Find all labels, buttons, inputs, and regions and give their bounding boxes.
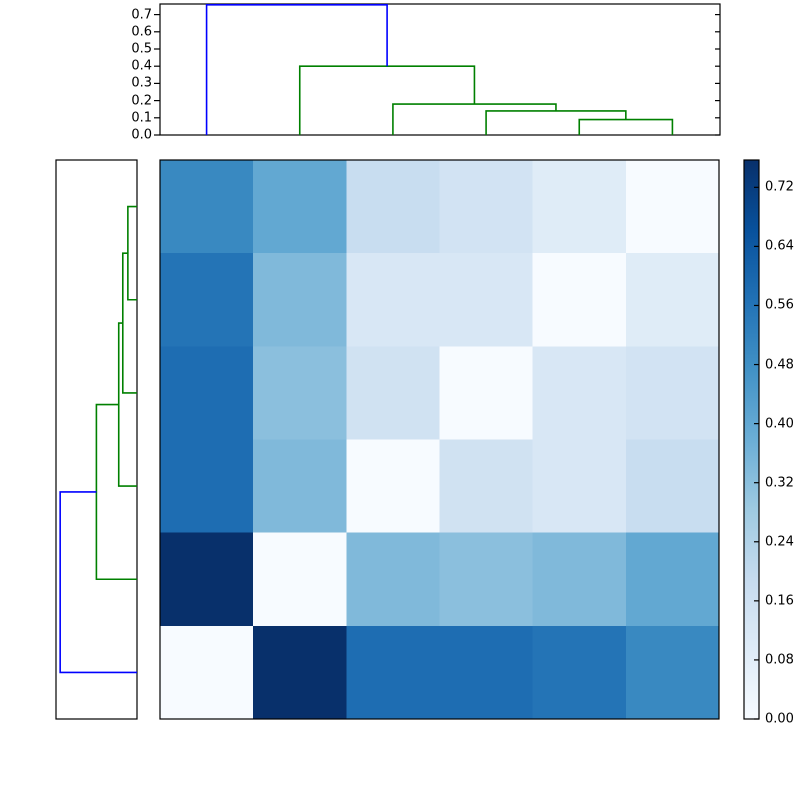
- dendrogram-link: [298, 65, 476, 135]
- dendrogram-link: [578, 118, 674, 135]
- dendrogram-link: [205, 3, 388, 135]
- heatmap-cell: [532, 253, 627, 348]
- heatmap-cell: [439, 160, 534, 254]
- heatmap-cell: [346, 439, 441, 534]
- column-dendrogram: [154, 3, 721, 136]
- heatmap-cell: [625, 625, 719, 719]
- colorbar: [743, 159, 760, 720]
- heatmap-cell: [439, 253, 534, 348]
- heatmap-cell: [625, 439, 719, 534]
- top-dendrogram-axis-tick-label: 0.5: [131, 41, 152, 57]
- colorbar-gradient: [744, 160, 759, 719]
- heatmap-frame: [159, 159, 720, 720]
- colorbar-tick-label: 0.16: [765, 593, 794, 609]
- dendrogram-link: [127, 205, 137, 301]
- heatmap-cell: [346, 625, 441, 719]
- row-dendrogram-frame: [55, 159, 138, 720]
- colorbar-tick-label: 0.72: [765, 179, 794, 195]
- top-dendrogram-axis-tick-label: 0.0: [131, 127, 152, 143]
- colorbar-tick-label: 0.64: [765, 238, 794, 254]
- heatmap-cell: [346, 253, 441, 348]
- heatmap-cell: [346, 160, 441, 254]
- heatmap-cell: [625, 160, 719, 254]
- heatmap-cell: [532, 160, 627, 254]
- heatmap-cell: [439, 346, 534, 441]
- dendrogram-link: [95, 403, 137, 581]
- heatmap-cell: [439, 532, 534, 627]
- dendrogram-link: [392, 103, 557, 135]
- heatmap: [160, 160, 719, 719]
- heatmap-cell: [253, 439, 348, 534]
- heatmap-cell: [160, 160, 254, 254]
- heatmap-cell: [253, 532, 348, 627]
- colorbar-tick-label: 0.32: [765, 475, 794, 491]
- top-dendrogram-axis-tick-label: 0.4: [131, 58, 152, 74]
- top-dendrogram-axis-tick-label: 0.1: [131, 110, 152, 126]
- heatmap-cell: [439, 625, 534, 719]
- heatmap-cell: [532, 439, 627, 534]
- colorbar-tick-label: 0.56: [765, 297, 794, 313]
- heatmap-cell: [532, 625, 627, 719]
- heatmap-cell: [625, 532, 719, 627]
- heatmap-cell: [160, 625, 254, 719]
- column-dendrogram-frame: [159, 3, 721, 136]
- heatmap-cell: [532, 346, 627, 441]
- heatmap-cell: [253, 253, 348, 348]
- row-dendrogram: [55, 159, 138, 720]
- colorbar-tick-label: 0.40: [765, 416, 794, 432]
- heatmap-cell: [625, 346, 719, 441]
- heatmap-cell: [439, 439, 534, 534]
- top-dendrogram-axis-tick-label: 0.6: [131, 24, 152, 40]
- heatmap-cell: [160, 439, 254, 534]
- dendrogram-link: [117, 322, 137, 487]
- dendrogram-link: [59, 491, 137, 674]
- colorbar-frame: [743, 159, 760, 720]
- dendrogram-link: [485, 110, 627, 135]
- colorbar-tick-label: 0.48: [765, 357, 794, 373]
- colorbar-tick-label: 0.24: [765, 534, 794, 550]
- top-dendrogram-axis-tick-label: 0.3: [131, 75, 152, 91]
- colorbar-tick-label: 0.00: [765, 711, 794, 727]
- heatmap-cell: [253, 346, 348, 441]
- heatmap-cell: [253, 160, 348, 254]
- heatmap-cell: [160, 532, 254, 627]
- heatmap-cell: [160, 253, 254, 348]
- heatmap-cell: [346, 532, 441, 627]
- top-dendrogram-axis-tick-label: 0.2: [131, 93, 152, 109]
- heatmap-cell: [346, 346, 441, 441]
- heatmap-cell: [160, 346, 254, 441]
- colorbar-tick-label: 0.08: [765, 652, 794, 668]
- top-dendrogram-axis-tick-label: 0.7: [131, 7, 152, 23]
- heatmap-cell: [532, 532, 627, 627]
- heatmap-cell: [253, 625, 348, 719]
- dendrogram-link: [121, 252, 137, 394]
- heatmap-cell: [625, 253, 719, 348]
